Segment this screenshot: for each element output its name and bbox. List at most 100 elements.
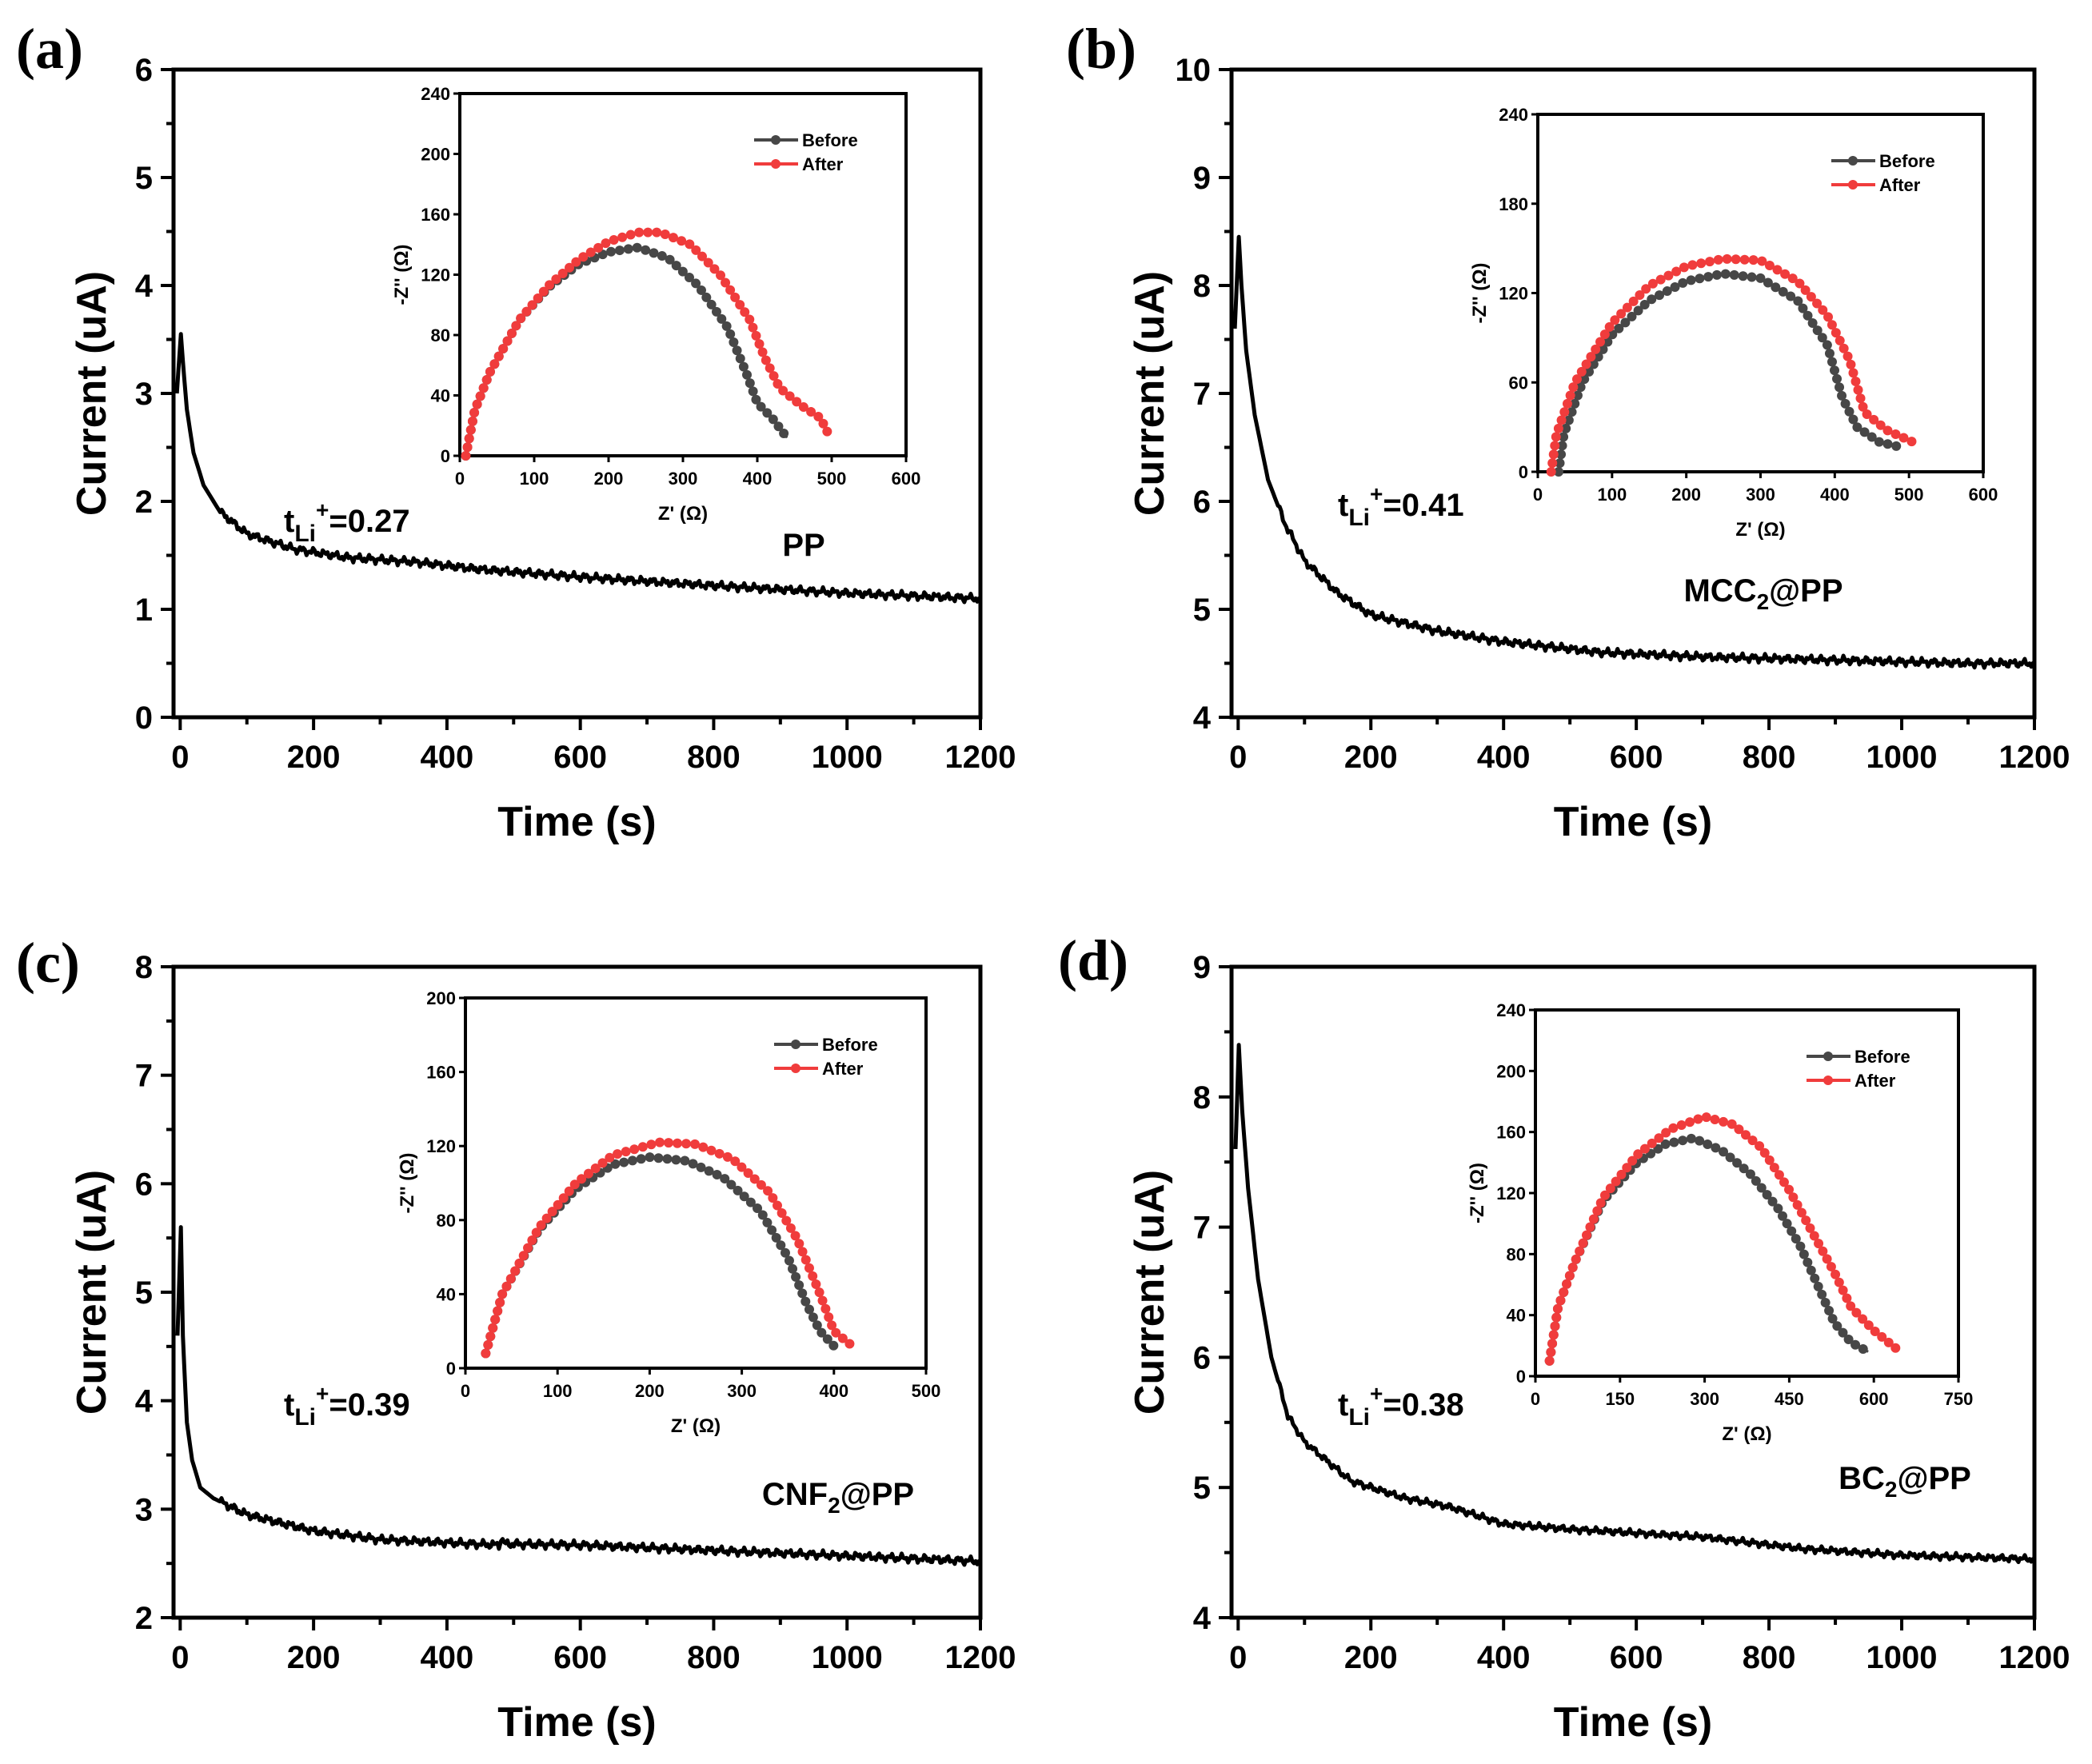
inset-marker (1696, 258, 1707, 269)
inset-marker (1588, 359, 1599, 369)
inset-marker (1546, 467, 1556, 477)
inset-marker (1759, 1147, 1770, 1158)
inset-marker (497, 1289, 508, 1299)
inset-x-tick-label: 300 (1690, 1389, 1719, 1409)
inset-marker (1763, 277, 1773, 288)
inset-marker (1727, 1119, 1737, 1129)
inset-marker (1890, 429, 1901, 439)
y-tick-label: 9 (1193, 950, 1211, 985)
inset-marker (489, 359, 500, 369)
inset-x-tick-label: 400 (1820, 485, 1850, 505)
inset-marker (1559, 432, 1569, 442)
sample-subscript: 2 (828, 1493, 840, 1518)
inset-y-tick-label: 60 (1509, 373, 1528, 393)
inset-marker (820, 1303, 831, 1314)
inset-x-axis-label: Z' (Ω) (671, 1415, 721, 1437)
inset-marker (1704, 257, 1715, 267)
inset-marker (1812, 325, 1823, 336)
inset-marker (791, 1271, 801, 1282)
inset-marker (709, 264, 720, 274)
t-symbol: t (1338, 1387, 1348, 1423)
inset-marker (1801, 1215, 1811, 1226)
inset-marker (762, 408, 773, 418)
inset-marker (1827, 320, 1837, 330)
inset-marker (1858, 1314, 1868, 1324)
inset-marker (1748, 255, 1759, 265)
inset-marker (1647, 1138, 1657, 1148)
inset-y-tick-label: 80 (431, 325, 450, 345)
inset-y-tick-label: 0 (1519, 462, 1528, 482)
inset-marker (585, 247, 596, 257)
inset-marker (1685, 1117, 1695, 1127)
legend-marker (791, 1040, 800, 1049)
inset-marker (706, 1145, 717, 1155)
inset-marker (629, 1144, 640, 1155)
inset-marker (1679, 262, 1689, 273)
inset-marker (1855, 393, 1866, 404)
inset-y-tick-label: 40 (431, 386, 450, 406)
x-axis-label: Time (s) (1554, 799, 1712, 845)
inset-marker (1756, 1183, 1767, 1193)
inset-marker (1647, 278, 1658, 289)
inset-marker (730, 292, 741, 302)
inset-x-tick-label: 450 (1775, 1389, 1804, 1409)
inset-y-tick-label: 0 (441, 446, 450, 466)
y-tick-label: 1 (135, 593, 153, 628)
inset-marker (769, 371, 779, 381)
inset-marker (1877, 1331, 1887, 1342)
inset-marker (785, 1223, 796, 1233)
inset-marker (1795, 278, 1805, 289)
inset-x-tick-label: 0 (1533, 485, 1543, 505)
inset-marker (1662, 286, 1672, 297)
y-axis-label: Current (uA) (69, 271, 115, 516)
inset-marker (627, 1155, 637, 1166)
legend-label-after: After (802, 154, 844, 174)
t-subscript: Li (294, 521, 316, 547)
inset-marker (790, 1231, 800, 1241)
inset-marker (533, 293, 543, 303)
inset-marker (1595, 1198, 1606, 1208)
inset-marker (516, 313, 526, 324)
y-axis-label: Current (uA) (69, 1170, 115, 1415)
inset-marker (1757, 256, 1767, 266)
inset-marker (788, 1263, 798, 1274)
inset-marker (757, 1210, 768, 1220)
inset-marker (1627, 311, 1637, 321)
inset-marker (521, 306, 532, 317)
x-tick-label: 200 (1344, 740, 1398, 775)
inset-marker (1830, 365, 1840, 376)
y-tick-label: 4 (135, 269, 154, 304)
inset-nyquist: 0 100 200 300 400 500 0 40 80 120 160 200 Z' (Ω) -Z''… (397, 988, 940, 1437)
legend-label-before: Before (822, 1035, 878, 1055)
inset-marker (636, 1154, 646, 1164)
inset-marker (725, 285, 736, 295)
inset-marker (1611, 1176, 1621, 1187)
inset-marker (564, 1186, 574, 1196)
inset-marker (1807, 317, 1818, 328)
inset-marker (1883, 1337, 1894, 1347)
sample-label: PP (782, 528, 824, 563)
inset-marker (593, 242, 604, 253)
inset-marker (1898, 433, 1909, 443)
x-tick-label: 800 (1743, 740, 1796, 775)
inset-y-tick-label: 200 (1496, 1061, 1526, 1081)
inset-marker (1814, 1239, 1824, 1249)
inset-marker (701, 292, 712, 302)
inset-marker (762, 1217, 773, 1227)
x-tick-label: 0 (1229, 740, 1247, 775)
inset-marker (732, 345, 742, 356)
inset-marker (495, 1297, 505, 1307)
inset-marker (742, 369, 753, 380)
inset-nyquist: 0 100 200 300 400 500 600 0 60 120 180 240 Z' (Ω) -Z'… (1469, 105, 1998, 541)
inset-marker (1822, 1254, 1832, 1264)
inset-marker (767, 1225, 777, 1235)
inset-marker (1862, 409, 1872, 419)
legend-label-after: After (1879, 175, 1921, 195)
t-subscript: Li (1348, 1404, 1370, 1431)
inset-marker (1553, 467, 1563, 477)
x-tick-label: 600 (1610, 740, 1663, 775)
inset-marker (1817, 1289, 1827, 1299)
inset-marker (1593, 352, 1603, 362)
inset-marker (1824, 1306, 1834, 1316)
inset-marker (824, 1312, 834, 1323)
